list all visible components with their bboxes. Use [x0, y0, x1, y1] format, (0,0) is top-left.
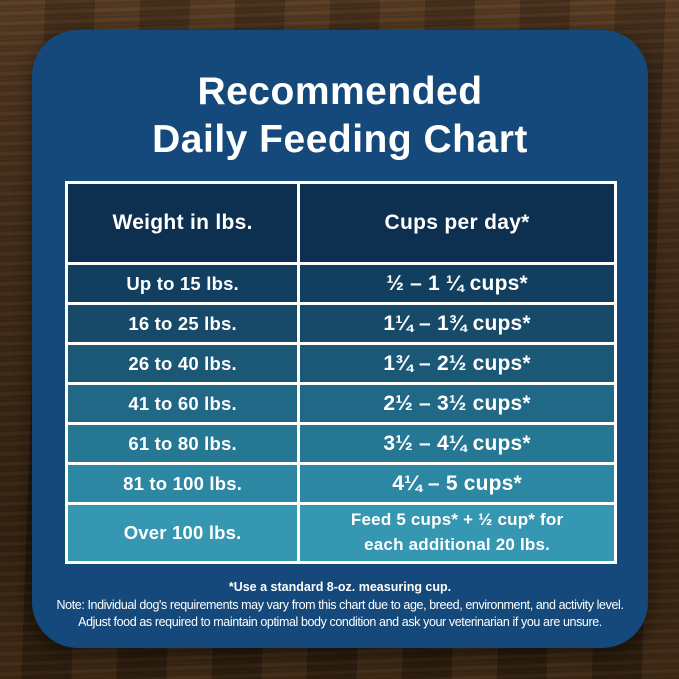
cups-cell: 3½ – 4¼ cups*	[297, 422, 617, 465]
footnotes: *Use a standard 8-oz. measuring cup. Not…	[32, 580, 648, 631]
cups-cell: ½ – 1 ¼ cups*	[297, 262, 617, 305]
weight-cell: 81 to 100 lbs.	[64, 462, 301, 505]
table-header-row: Weight in lbs. Cups per day*	[64, 181, 617, 265]
header-weight: Weight in lbs.	[64, 181, 301, 265]
cups-cell: 4¼ – 5 cups*	[297, 462, 617, 505]
title-line-2: Daily Feeding Chart	[152, 117, 528, 161]
footnote-note-2: Adjust food as required to maintain opti…	[78, 614, 602, 629]
footnote-note-1: Note: Individual dog's requirements may …	[56, 598, 624, 612]
weight-cell: 41 to 60 lbs.	[64, 382, 301, 425]
feeding-chart-card: Recommended Daily Feeding Chart Weight i…	[32, 30, 648, 648]
table-row: 81 to 100 lbs. 4¼ – 5 cups*	[64, 462, 617, 505]
footnote-measuring-cup: *Use a standard 8-oz. measuring cup.	[228, 580, 452, 594]
table-row: 16 to 25 lbs. 1¼ – 1¾ cups*	[64, 302, 617, 345]
weight-cell: Over 100 lbs.	[64, 502, 301, 564]
table-row: 41 to 60 lbs. 2½ – 3½ cups*	[64, 382, 617, 425]
cups-cell: 1¼ – 1¾ cups*	[297, 302, 617, 345]
feeding-table: Weight in lbs. Cups per day* Up to 15 lb…	[64, 181, 617, 564]
weight-cell: 61 to 80 lbs.	[64, 422, 301, 465]
cups-cell: 1¾ – 2½ cups*	[297, 342, 617, 385]
header-cups: Cups per day*	[297, 181, 617, 265]
feeding-table-container: Weight in lbs. Cups per day* Up to 15 lb…	[64, 181, 617, 564]
cups-cell: Feed 5 cups* + ½ cup* for each additiona…	[297, 502, 617, 564]
cups-cell: 2½ – 3½ cups*	[297, 382, 617, 425]
weight-cell: 26 to 40 lbs.	[64, 342, 301, 385]
cups-value-line-2: each additional 20 lbs.	[364, 535, 551, 554]
title-line-1: Recommended	[197, 70, 483, 113]
weight-cell: Up to 15 lbs.	[64, 262, 301, 305]
table-row: Up to 15 lbs. ½ – 1 ¼ cups*	[64, 262, 617, 305]
table-row: 26 to 40 lbs. 1¾ – 2½ cups*	[64, 342, 617, 385]
table-row: Over 100 lbs. Feed 5 cups* + ½ cup* for …	[64, 502, 617, 564]
table-row: 61 to 80 lbs. 3½ – 4¼ cups*	[64, 422, 617, 465]
cups-value-line-1: Feed 5 cups* + ½ cup* for	[350, 510, 564, 530]
page-title: Recommended Daily Feeding Chart	[32, 68, 648, 163]
weight-cell: 16 to 25 lbs.	[64, 302, 301, 345]
